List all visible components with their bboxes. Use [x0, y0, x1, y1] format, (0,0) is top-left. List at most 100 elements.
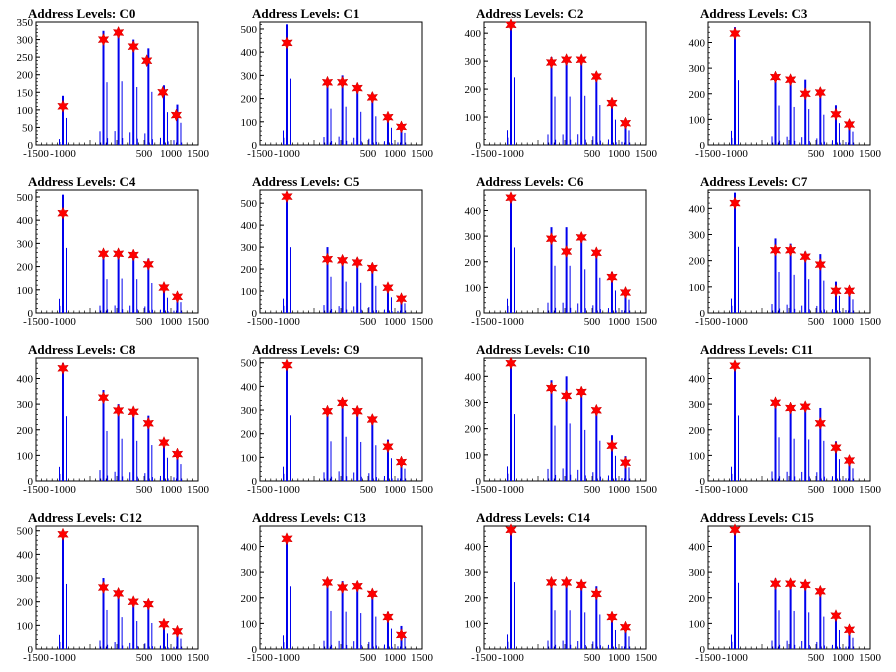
histogram-bar: [360, 141, 362, 145]
peak-marker: [619, 456, 632, 470]
chart-panel: Address Levels: C14 0 100 200 300 400 -1500 -10…: [465, 510, 658, 664]
histogram-bar: [808, 109, 810, 145]
histogram-bar: [181, 647, 183, 649]
chart-title: Address Levels: C7: [700, 174, 808, 189]
histogram-bar: [554, 96, 556, 145]
histogram-bar: [610, 272, 613, 313]
histogram-bar: [599, 440, 601, 481]
histogram-bar: [845, 310, 847, 313]
x-tick-label: 500: [360, 652, 377, 664]
y-tick-label: 100: [17, 105, 34, 117]
peak-marker: [606, 610, 618, 624]
chart-title: Address Levels: C8: [28, 342, 136, 357]
histogram-bar: [614, 290, 616, 313]
peak-marker: [830, 441, 842, 455]
x-tick-label: -1000: [722, 652, 748, 664]
peak-marker: [97, 32, 110, 47]
x-tick-label: -1000: [498, 484, 524, 496]
histogram-bar: [584, 139, 586, 145]
y-tick-label: 0: [252, 644, 258, 656]
chart-panel: Address Levels: C13 0 100 200 300 400 -1500 -10…: [241, 510, 434, 664]
x-tick-label: 1500: [859, 652, 882, 664]
histogram-bar: [368, 641, 370, 649]
histogram-bar: [569, 96, 571, 145]
histogram-bar: [331, 141, 333, 145]
y-tick-label: 500: [241, 358, 258, 370]
y-tick-label: 400: [17, 215, 34, 227]
x-tick-label: 1500: [859, 316, 882, 328]
histogram-bar: [628, 130, 630, 145]
histogram-bar: [147, 415, 150, 481]
histogram-bar: [371, 92, 374, 145]
histogram-bar: [147, 258, 150, 313]
peak-marker: [170, 108, 183, 122]
x-tick-label: -1000: [498, 316, 524, 328]
y-tick-label: 300: [241, 242, 258, 254]
histogram-bar: [383, 644, 385, 649]
x-tick-label: -1000: [274, 652, 300, 664]
histogram-bar: [592, 136, 594, 145]
histogram-bar: [599, 105, 601, 145]
histogram-bar: [823, 440, 825, 481]
y-tick-label: 400: [689, 203, 706, 215]
histogram-bar: [848, 628, 851, 649]
peak-marker: [57, 527, 69, 541]
histogram-bar: [132, 407, 135, 481]
x-tick-label: -1500: [471, 316, 497, 328]
peak-marker: [590, 246, 603, 260]
histogram-bar: [554, 610, 556, 649]
x-tick-label: 1500: [859, 148, 882, 160]
y-tick-label: 0: [252, 140, 258, 152]
x-tick-label: 500: [584, 652, 601, 664]
histogram-bar: [771, 640, 773, 649]
histogram-bar: [122, 645, 124, 649]
x-tick-label: -1000: [274, 316, 300, 328]
histogram-bar: [819, 89, 822, 145]
peak-marker: [57, 99, 69, 113]
x-tick-label: 1500: [635, 484, 658, 496]
histogram-bar: [356, 410, 359, 481]
peak-marker: [158, 617, 170, 631]
histogram-bar: [595, 586, 598, 649]
peak-marker: [799, 87, 811, 101]
y-tick-label: 400: [465, 206, 482, 218]
histogram-bar: [853, 311, 855, 313]
histogram-bar: [106, 279, 108, 313]
chart-panel: Address Levels: C8 0 100 200 300 400 -1500 -100…: [17, 342, 210, 496]
histogram-bar: [823, 616, 825, 649]
peak-marker: [769, 243, 782, 257]
histogram-bar: [565, 376, 568, 481]
peak-marker: [127, 595, 139, 609]
x-tick-label: -1500: [23, 652, 49, 664]
histogram-bar: [397, 142, 399, 145]
x-tick-label: -1500: [471, 652, 497, 664]
y-tick-label: 300: [241, 405, 258, 417]
histogram-bar: [173, 140, 175, 145]
x-tick-label: 1000: [384, 148, 407, 160]
peak-marker: [729, 196, 741, 210]
y-tick-label: 200: [465, 84, 482, 96]
y-tick-label: 100: [465, 112, 482, 124]
histogram-bar: [180, 302, 182, 313]
histogram-bar: [117, 29, 120, 145]
histogram-bar: [147, 48, 150, 145]
peak-marker: [142, 257, 155, 271]
y-tick-label: 50: [22, 122, 34, 134]
histogram-bar: [507, 473, 509, 481]
y-tick-label: 350: [17, 17, 34, 29]
x-tick-label: 500: [584, 484, 601, 496]
peak-marker: [395, 628, 408, 642]
histogram-bar: [771, 304, 773, 313]
histogram-bar: [404, 636, 406, 649]
histogram-bar: [356, 583, 359, 649]
histogram-bar: [356, 258, 359, 313]
histogram-bar: [405, 479, 407, 481]
peak-marker: [575, 578, 587, 592]
histogram-bar: [510, 359, 512, 481]
histogram-bar: [375, 116, 377, 145]
histogram-bar: [555, 307, 557, 313]
histogram-bar: [114, 471, 116, 481]
histogram-bar: [405, 311, 407, 313]
histogram-bar: [391, 646, 393, 649]
histogram-bar: [584, 429, 586, 481]
